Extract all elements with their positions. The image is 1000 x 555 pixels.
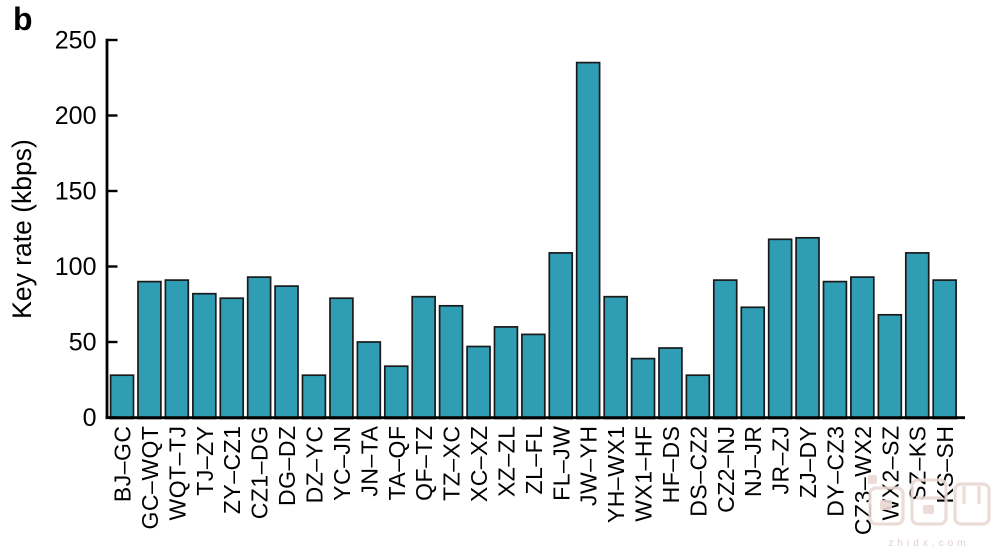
x-tick-label: ZL–FL	[521, 426, 547, 495]
x-tick-label: CZ1–DG	[247, 426, 273, 520]
x-tick-label: CZ2–NJ	[713, 426, 739, 513]
bar	[466, 345, 491, 420]
bar	[109, 374, 135, 420]
x-tick-label: XZ–ZL	[493, 426, 519, 498]
bar	[712, 279, 738, 420]
bar	[932, 279, 957, 420]
y-tick-label: 150	[55, 178, 97, 206]
x-tick-label: DY–CZ3	[823, 426, 849, 517]
bar	[274, 285, 299, 420]
x-tick-label: DS–CZ2	[685, 426, 711, 517]
bar	[383, 365, 409, 420]
y-axis-title: Key rate (kbps)	[7, 139, 37, 319]
bar	[493, 326, 519, 420]
x-tick-label: WQT–TJ	[164, 426, 190, 521]
bar	[164, 279, 190, 420]
bar	[658, 347, 683, 420]
bar	[438, 304, 464, 420]
bar	[767, 238, 793, 420]
y-tick-label: 0	[83, 404, 97, 432]
x-tick-label: TZ–XC	[439, 426, 465, 501]
x-tick-label: WX1–HF	[631, 426, 657, 522]
x-tick-label: DZ–YC	[302, 426, 328, 504]
bar	[411, 295, 436, 420]
bar	[137, 280, 162, 420]
bar	[219, 297, 245, 420]
x-tick-label: SZ–KS	[905, 426, 931, 501]
bar	[822, 280, 848, 420]
bar	[575, 61, 601, 420]
x-tick-label: ZJ–DY	[795, 426, 821, 499]
bar	[904, 252, 930, 420]
x-tick-label: TA–QF	[384, 426, 410, 501]
bar	[603, 295, 628, 420]
x-tick-label: TJ–ZY	[192, 426, 218, 496]
watermark-logo-icon	[868, 475, 991, 526]
y-tick-label: 200	[55, 102, 97, 130]
x-tick-label: JR–ZJ	[768, 426, 794, 495]
bar	[795, 236, 820, 420]
bar	[548, 252, 574, 420]
bar	[246, 276, 272, 420]
bar	[301, 374, 327, 420]
x-tick-label: JW–YH	[576, 426, 602, 506]
x-tick-label: HF–DS	[658, 426, 684, 504]
x-tick-label: YC–JN	[329, 426, 355, 501]
bars-group	[109, 61, 957, 420]
x-tick-label: YH–WX1	[603, 426, 629, 524]
watermark: zhidx.com	[862, 472, 996, 549]
watermark-subtext: zhidx.com	[888, 538, 970, 549]
bar	[521, 333, 546, 420]
x-tick-label: GC–WQT	[137, 426, 163, 530]
x-tick-label: DG–DZ	[274, 426, 300, 506]
bar	[740, 306, 766, 420]
x-tick-label: ZY–CZ1	[219, 426, 245, 515]
y-tick-label: 50	[69, 329, 97, 357]
axes-group	[105, 38, 965, 420]
bar	[850, 276, 875, 420]
x-tick-label: XC–XZ	[466, 426, 492, 503]
x-tick-label: QF–TZ	[411, 426, 437, 501]
bar	[356, 341, 382, 420]
y-tick-label: 250	[55, 27, 97, 55]
bar	[630, 357, 656, 420]
x-tick-label: BJ–GC	[110, 426, 136, 503]
x-tick-label: JN–TA	[356, 425, 382, 496]
panel-label: b	[13, 1, 33, 37]
y-tick-label: 100	[55, 253, 97, 281]
x-tick-label: NJ–JR	[740, 426, 766, 498]
bar	[192, 292, 217, 420]
bar	[329, 297, 354, 420]
bar	[685, 374, 711, 420]
bar	[877, 313, 903, 420]
x-tick-label: FL–JW	[548, 426, 574, 501]
